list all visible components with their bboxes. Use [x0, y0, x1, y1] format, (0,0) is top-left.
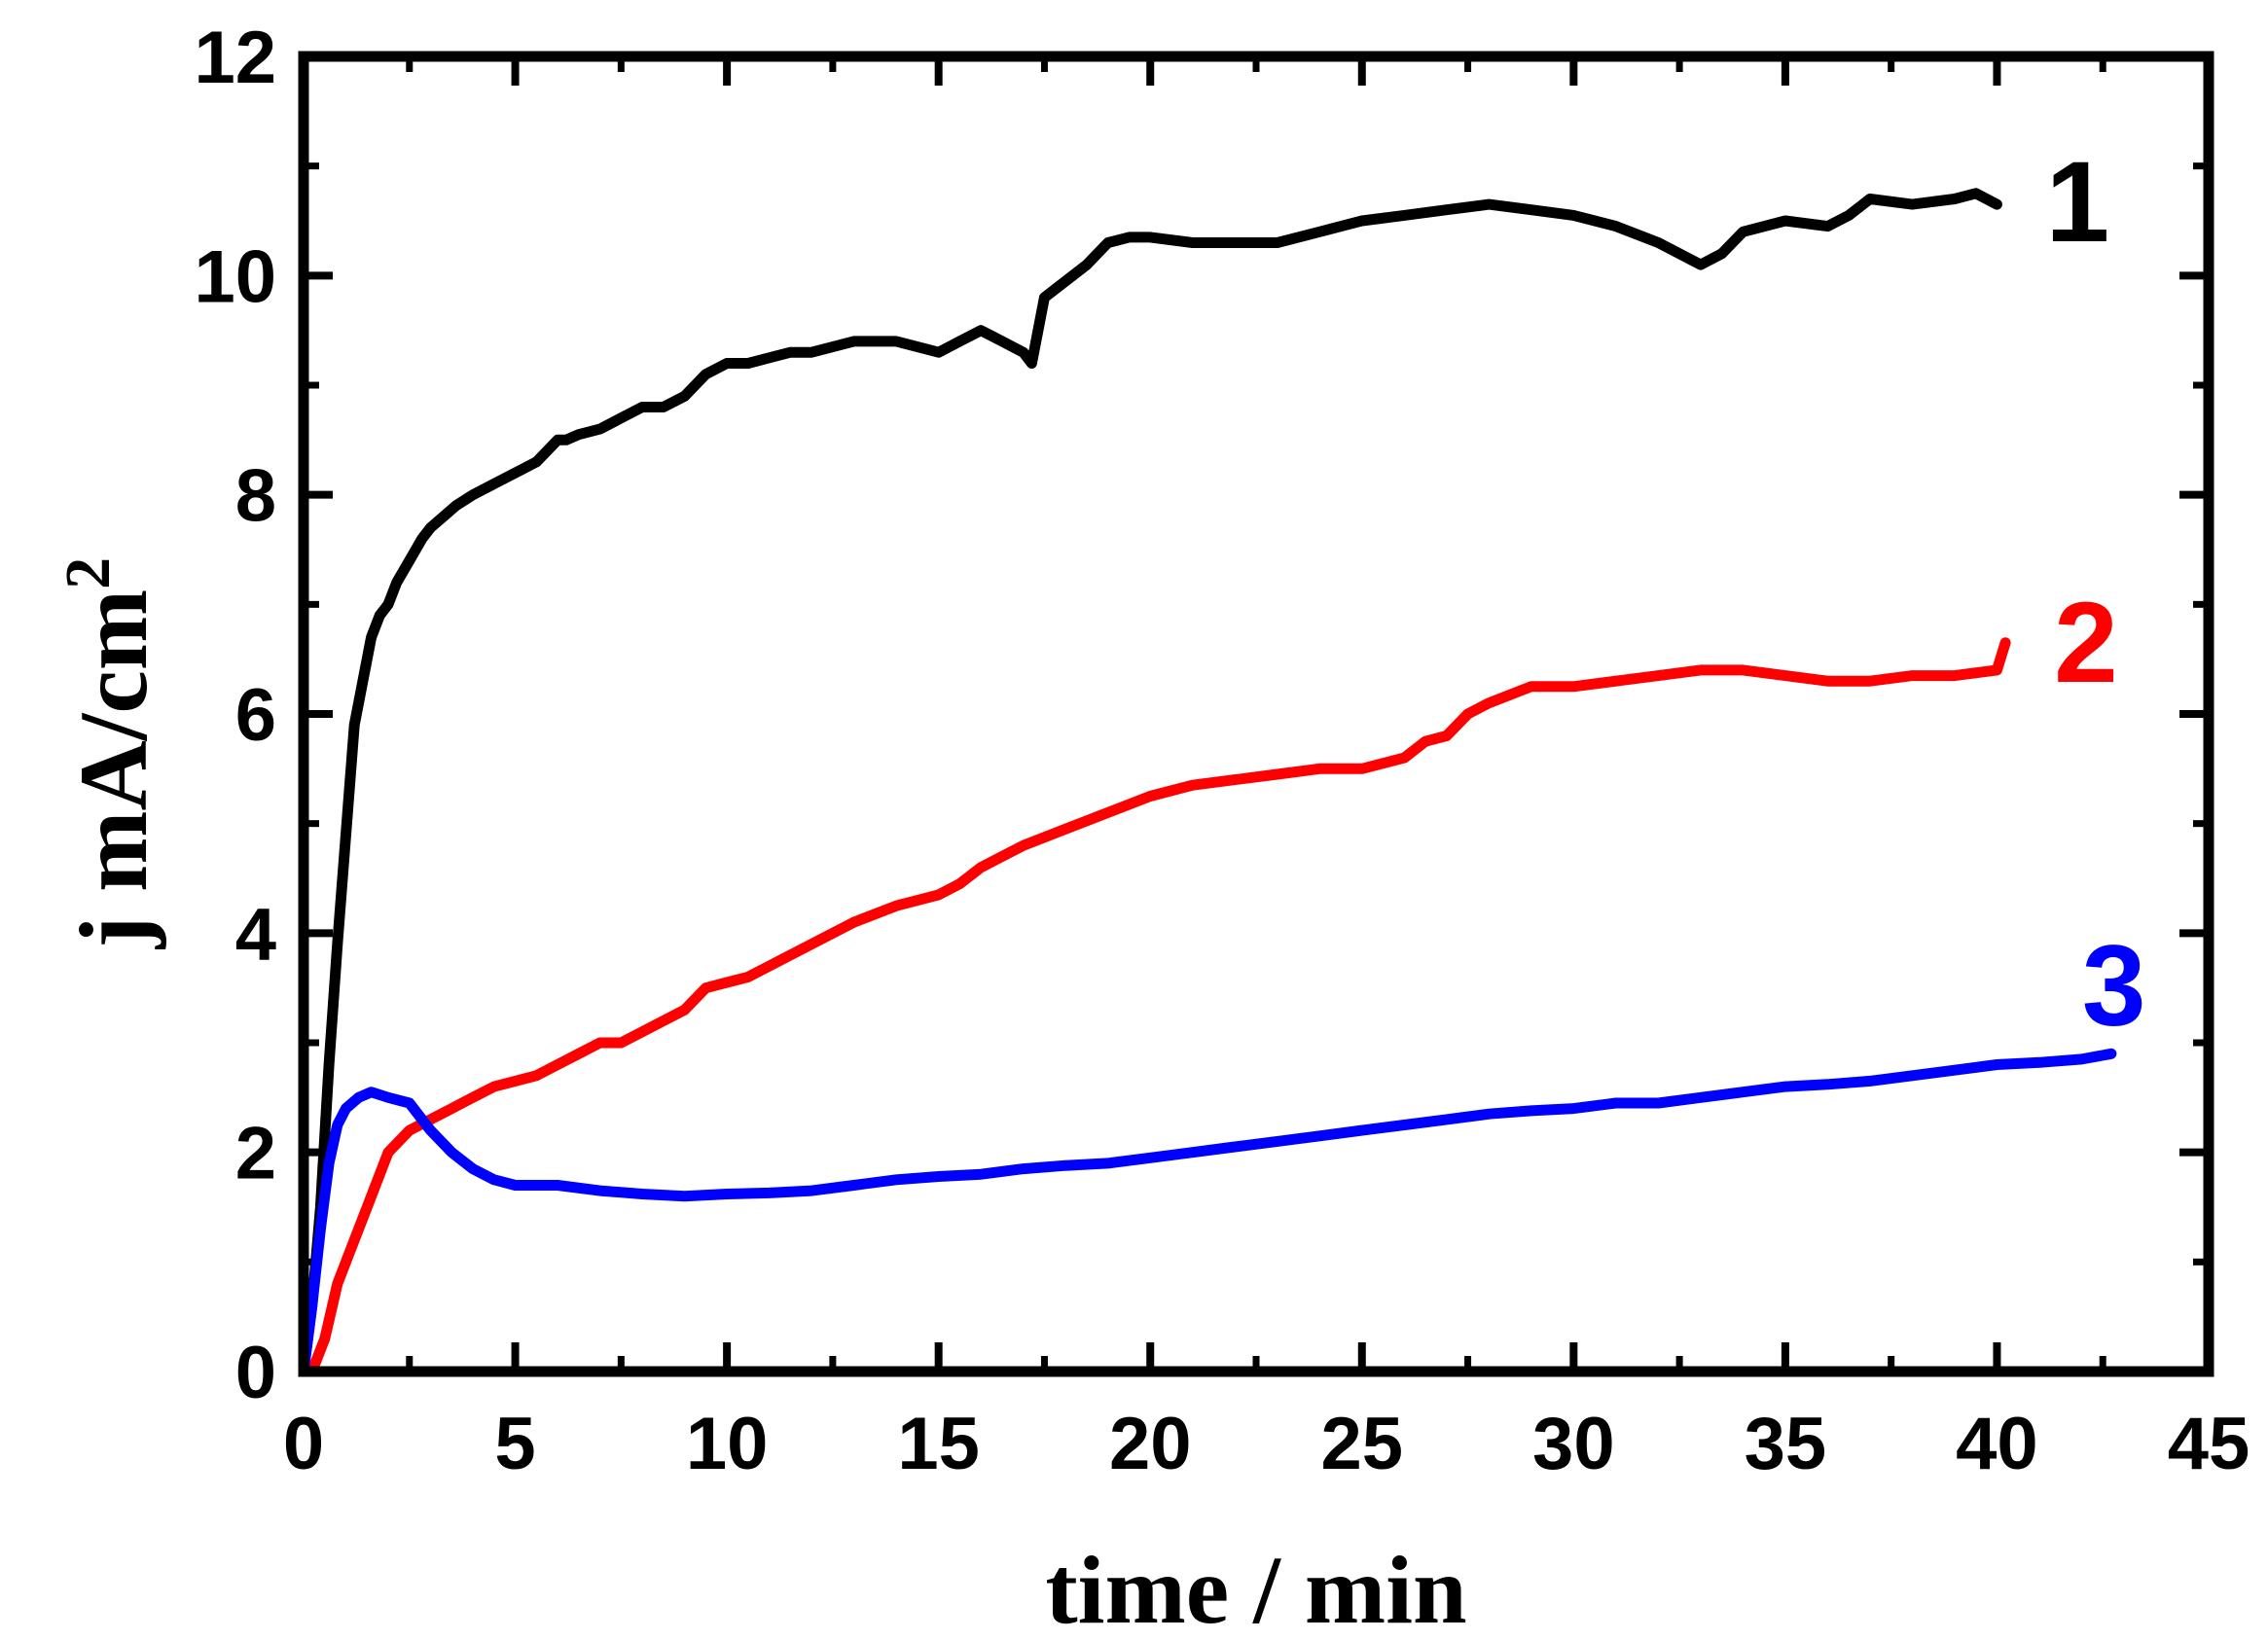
x-tick-label: 40: [1956, 1403, 2038, 1485]
series-line-1: [298, 188, 2002, 1377]
y-tick-label: 8: [235, 455, 276, 538]
y-tick-label: 6: [235, 674, 276, 757]
y-axis-title-superscript: 2: [53, 557, 124, 589]
y-tick-label: 10: [194, 235, 276, 318]
y-tick-label: 0: [235, 1332, 276, 1414]
y-tick-label: 4: [235, 893, 276, 976]
x-tick-label: 15: [897, 1403, 980, 1485]
series-line-3: [298, 1048, 2117, 1377]
y-tick-label: 12: [194, 17, 276, 99]
series-label-2: 2: [2054, 579, 2118, 707]
x-tick-label: 5: [494, 1403, 535, 1485]
x-tick-label: 20: [1109, 1403, 1192, 1485]
series-label-1: 1: [2045, 138, 2109, 267]
svg-text:j mA/cm2: j mA/cm2: [53, 557, 167, 949]
y-axis-title: j mA/cm2: [53, 557, 167, 949]
y-tick-label: 2: [235, 1113, 276, 1195]
x-tick-label: 35: [1745, 1403, 1827, 1485]
series-labels: 1 2 3: [2045, 138, 2145, 1050]
series-lines: [298, 188, 2117, 1377]
x-tick-label: 45: [2168, 1403, 2250, 1485]
x-tick-label: 30: [1532, 1403, 1615, 1485]
series-label-3: 3: [2082, 921, 2146, 1050]
x-axis-title: time / min: [1045, 1536, 1466, 1640]
x-tick-label: 10: [686, 1403, 769, 1485]
x-tick-label: 0: [283, 1403, 324, 1485]
axis-ticks: [300, 53, 2213, 1375]
x-tick-label: 25: [1321, 1403, 1404, 1485]
series-line-2: [306, 637, 2011, 1377]
plot-frame: [298, 51, 2214, 1377]
y-axis-title-main: j mA/cm: [59, 589, 167, 949]
